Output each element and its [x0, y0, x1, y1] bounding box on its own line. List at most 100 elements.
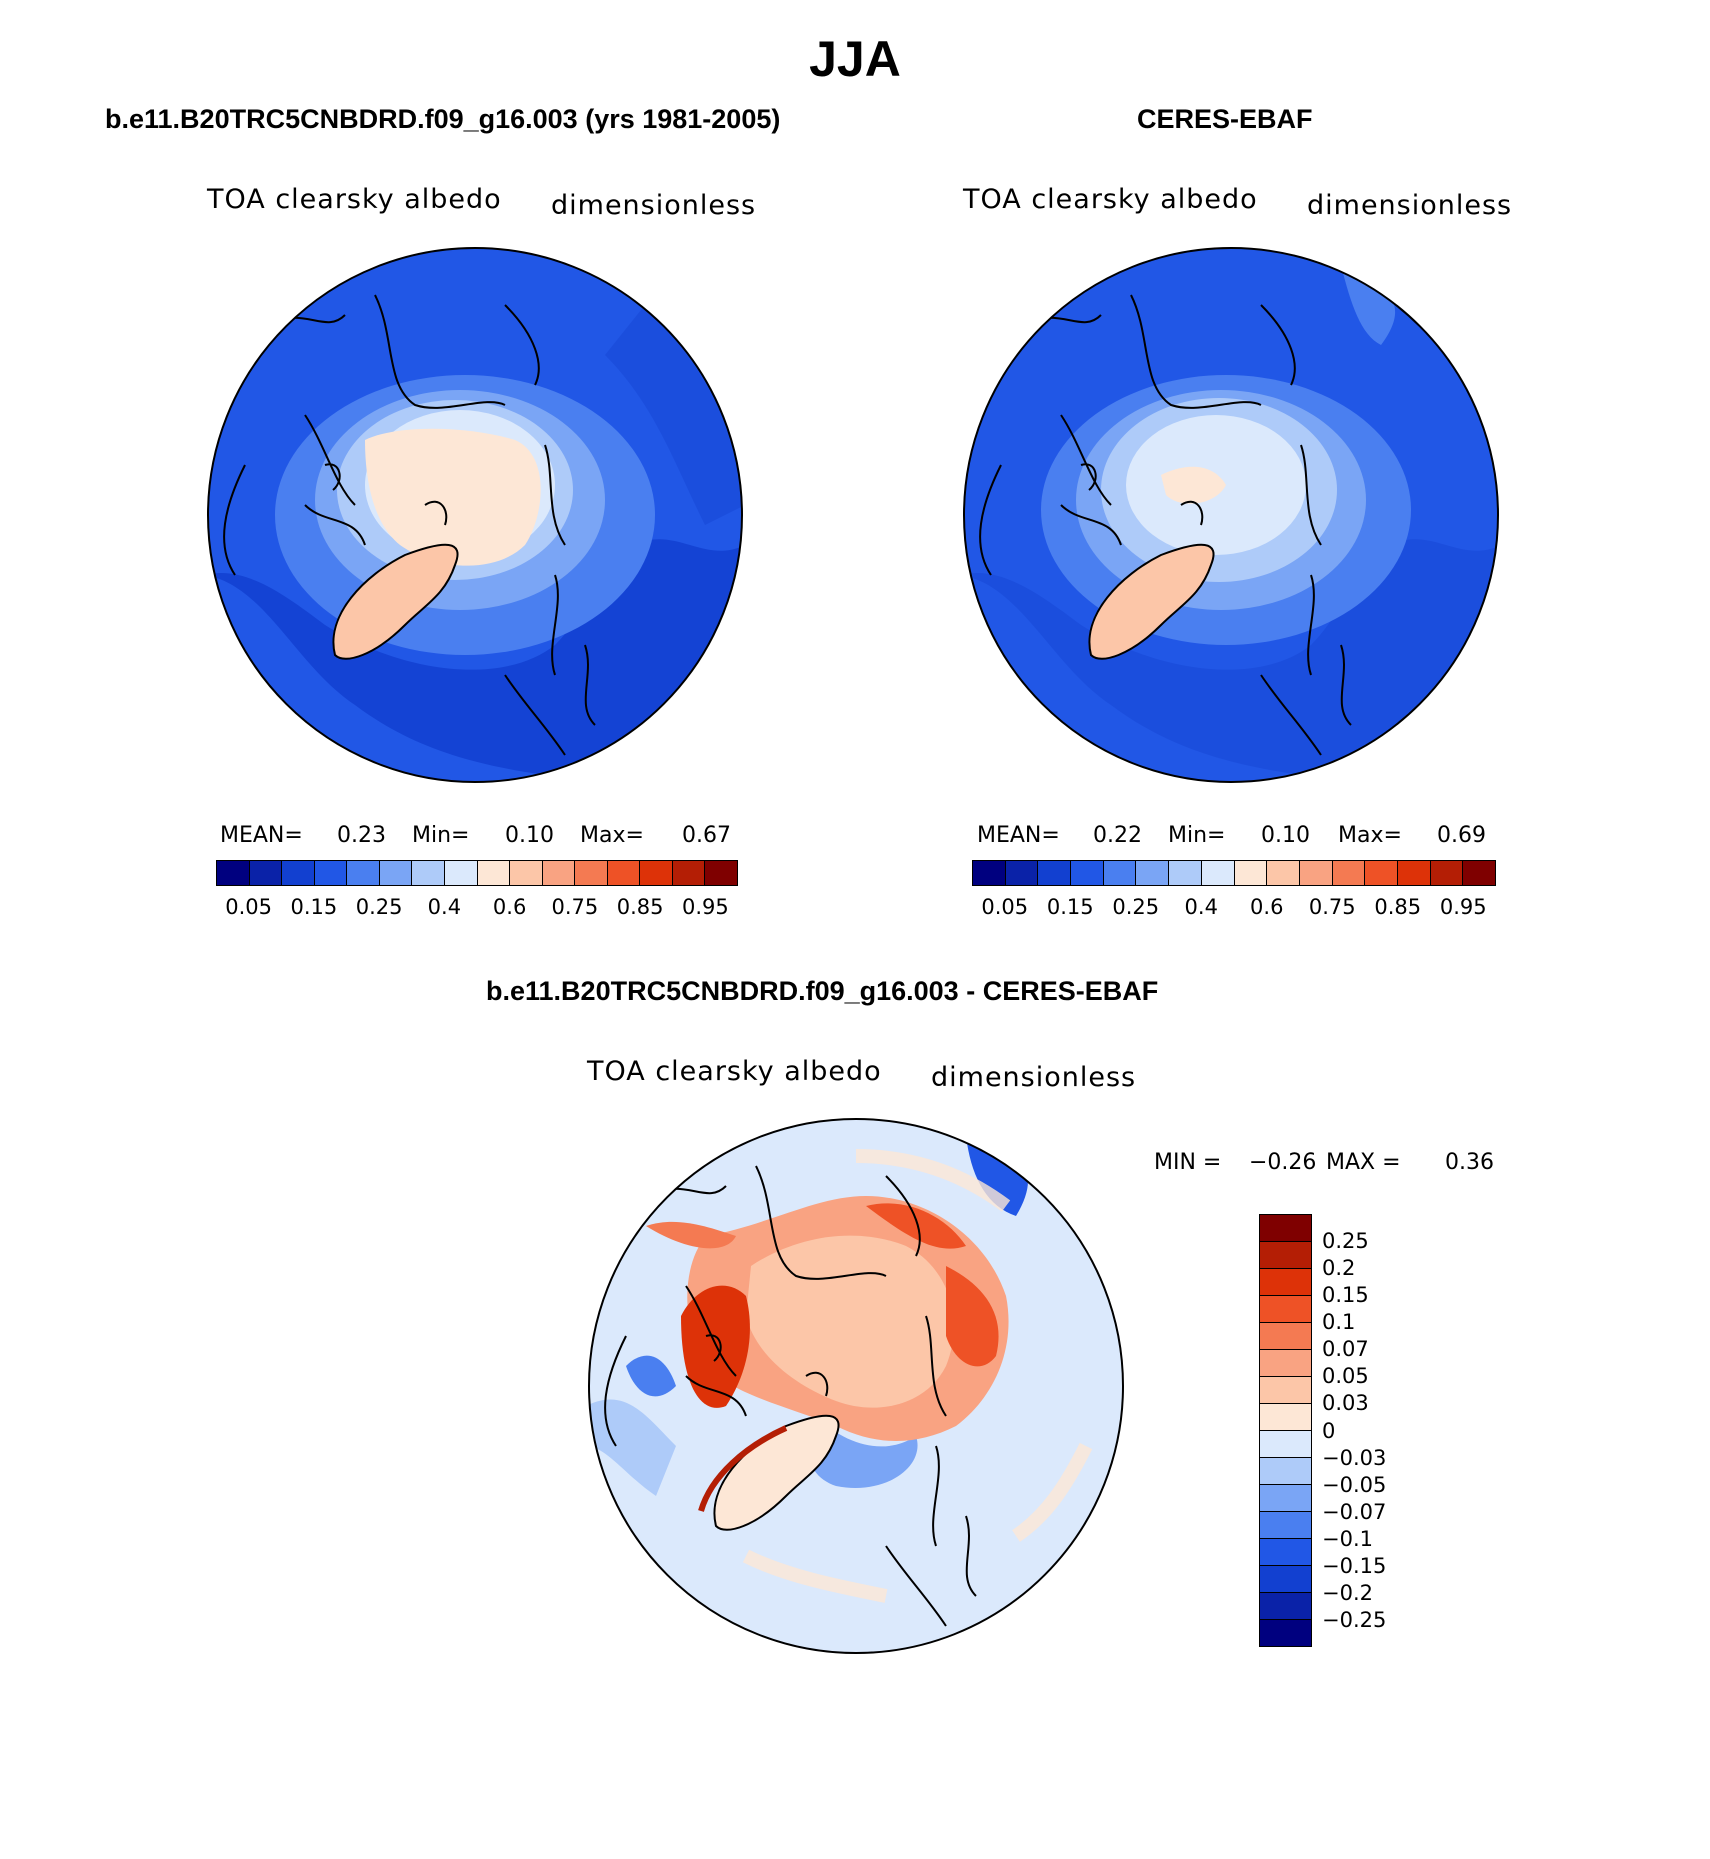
panel-1-title: b.e11.B20TRC5CNBDRD.f09_g16.003 (yrs 198…: [105, 104, 781, 134]
panel-1-colorbar-cell: [314, 861, 348, 885]
panel-3-colorbar-tick-label: 0.2: [1322, 1256, 1356, 1281]
panel-1-colorbar-cell: [412, 861, 445, 885]
panel-1-colorbar-tick-label: 0.85: [616, 895, 664, 919]
panel-3-colorbar-tick-label: −0.2: [1322, 1580, 1373, 1605]
panel-1-colorbar-cell: [477, 861, 511, 885]
panel-3-colorbar-tick-label: −0.05: [1322, 1472, 1387, 1497]
panel-1-colorbar: [216, 860, 738, 886]
panel-3-min-label: MIN =: [1154, 1150, 1222, 1175]
panel-3-min-value: −0.26: [1249, 1150, 1317, 1175]
panel-1-colorbar-cell: [249, 861, 283, 885]
panel-1-colorbar-tick-label: 0.95: [681, 895, 729, 919]
panel-2-colorbar-cell: [1397, 861, 1431, 885]
panel-1-colorbar-cell: [347, 861, 380, 885]
panel-2-colorbar-cell: [1365, 861, 1398, 885]
panel-2-colorbar-cell: [1430, 861, 1464, 885]
panel-1-colorbar-cell: [640, 861, 673, 885]
panel-3-colorbar-tick-label: 0.15: [1322, 1283, 1369, 1308]
panel-3-colorbar-tick-label: −0.15: [1322, 1553, 1387, 1578]
panel-3-colorbar-cell: [1260, 1215, 1311, 1242]
panel-3-colorbar-tick-label: 0: [1322, 1418, 1336, 1443]
panel-1-colorbar-cell: [672, 861, 706, 885]
panel-1-colorbar-cell: [282, 861, 315, 885]
panel-2-colorbar-cell: [1234, 861, 1268, 885]
panel-3-colorbar-cell: [1260, 1242, 1311, 1269]
panel-2-colorbar-cell: [1201, 861, 1235, 885]
panel-3-max-value: 0.36: [1445, 1150, 1494, 1175]
panel-1-units: dimensionless: [551, 190, 757, 221]
panel-3-colorbar-cell: [1260, 1431, 1311, 1458]
panel-3-colorbar-cell: [1260, 1539, 1311, 1566]
panel-1-mean-value: 0.23: [337, 823, 386, 848]
panel-2-colorbar-cell: [1169, 861, 1202, 885]
panel-3-colorbar-cell: [1260, 1485, 1311, 1512]
panel-2-max-label: Max=: [1338, 823, 1402, 848]
panel-3-title: b.e11.B20TRC5CNBDRD.f09_g16.003 - CERES-…: [486, 976, 1159, 1006]
panel-2-colorbar-tick-label: 0.15: [1046, 895, 1094, 919]
panel-1-colorbar-tick-label: 0.6: [492, 895, 527, 919]
panel-3-colorbar-tick-label: −0.03: [1322, 1445, 1387, 1470]
panel-1-colorbar-cell: [444, 861, 478, 885]
panel-1-colorbar-tick-label: 0.4: [427, 895, 462, 919]
panel-3-colorbar-cell: [1260, 1404, 1311, 1431]
panel-3-colorbar-tick-label: −0.07: [1322, 1499, 1387, 1524]
panel-1-colorbar-cell: [542, 861, 576, 885]
panel-1-colorbar-tick-label: 0.15: [290, 895, 338, 919]
panel-1-map: [207, 247, 743, 783]
panel-1-variable: TOA clearsky albedo: [207, 184, 502, 215]
panel-1-colorbar-cell: [575, 861, 608, 885]
panel-2-colorbar: [972, 860, 1496, 886]
panel-2-colorbar-ticks: 0.05 0.15 0.25 0.4 0.6 0.75 0.85 0.95: [972, 895, 1496, 923]
panel-3-colorbar-tick-label: 0.1: [1322, 1310, 1356, 1335]
panel-1-colorbar-ticks: 0.05 0.15 0.25 0.4 0.6 0.75 0.85 0.95: [216, 895, 738, 923]
panel-3-max-label: MAX =: [1326, 1150, 1401, 1175]
panel-1-colorbar-tick-label: 0.25: [355, 895, 403, 919]
panel-3-colorbar-cell: [1260, 1458, 1311, 1485]
panel-3-units: dimensionless: [931, 1062, 1137, 1093]
panel-2-colorbar-cell: [1038, 861, 1072, 885]
panel-1-colorbar-tick-label: 0.75: [551, 895, 599, 919]
panel-2-title: CERES-EBAF: [1137, 104, 1313, 134]
panel-1-colorbar-cell: [379, 861, 413, 885]
panel-2-colorbar-cell: [1299, 861, 1333, 885]
panel-1-mean-label: MEAN=: [220, 823, 303, 848]
panel-2-units: dimensionless: [1307, 190, 1513, 221]
panel-2-colorbar-tick-label: 0.05: [981, 895, 1029, 919]
panel-2-colorbar-cell: [1071, 861, 1104, 885]
panel-3-colorbar-cell: [1260, 1512, 1311, 1539]
panel-2-colorbar-cell: [1136, 861, 1170, 885]
panel-3-colorbar: [1259, 1214, 1312, 1647]
panel-3-colorbar-cell: [1260, 1377, 1311, 1404]
panel-3-colorbar-cell: [1260, 1296, 1311, 1323]
panel-1-colorbar-tick-label: 0.05: [225, 895, 273, 919]
panel-1-colorbar-cell: [607, 861, 641, 885]
panel-2-colorbar-cell: [1267, 861, 1300, 885]
panel-2-colorbar-tick-label: 0.95: [1439, 895, 1487, 919]
figure-title: JJA: [809, 31, 901, 87]
panel-1-min-label: Min=: [412, 823, 470, 848]
panel-2-map: [963, 247, 1499, 783]
panel-1-max-value: 0.67: [682, 823, 731, 848]
panel-2-colorbar-cell: [1332, 861, 1366, 885]
panel-3-colorbar-cell: [1260, 1323, 1311, 1350]
panel-2-max-value: 0.69: [1437, 823, 1486, 848]
panel-1-colorbar-cell: [510, 861, 543, 885]
panel-3-colorbar-tick-label: 0.07: [1322, 1337, 1369, 1362]
panel-2-min-label: Min=: [1168, 823, 1226, 848]
panel-3-colorbar-cell: [1260, 1593, 1311, 1620]
panel-3-map: [588, 1118, 1124, 1654]
panel-2-mean-label: MEAN=: [977, 823, 1060, 848]
panel-2-variable: TOA clearsky albedo: [963, 184, 1258, 215]
panel-2-colorbar-tick-label: 0.25: [1112, 895, 1160, 919]
panel-3-variable: TOA clearsky albedo: [587, 1056, 882, 1087]
panel-2-colorbar-cell: [973, 861, 1006, 885]
panel-2-colorbar-tick-label: 0.75: [1308, 895, 1356, 919]
panel-2-colorbar-cell: [1463, 861, 1495, 885]
panel-2-colorbar-tick-label: 0.6: [1250, 895, 1284, 919]
panel-2-colorbar-tick-label: 0.4: [1184, 895, 1218, 919]
panel-2-colorbar-tick-label: 0.85: [1374, 895, 1422, 919]
panel-1-colorbar-cell: [705, 861, 737, 885]
panel-1-colorbar-cell: [217, 861, 250, 885]
panel-2-colorbar-cell: [1103, 861, 1137, 885]
panel-3-colorbar-tick-label: 0.05: [1322, 1364, 1369, 1389]
